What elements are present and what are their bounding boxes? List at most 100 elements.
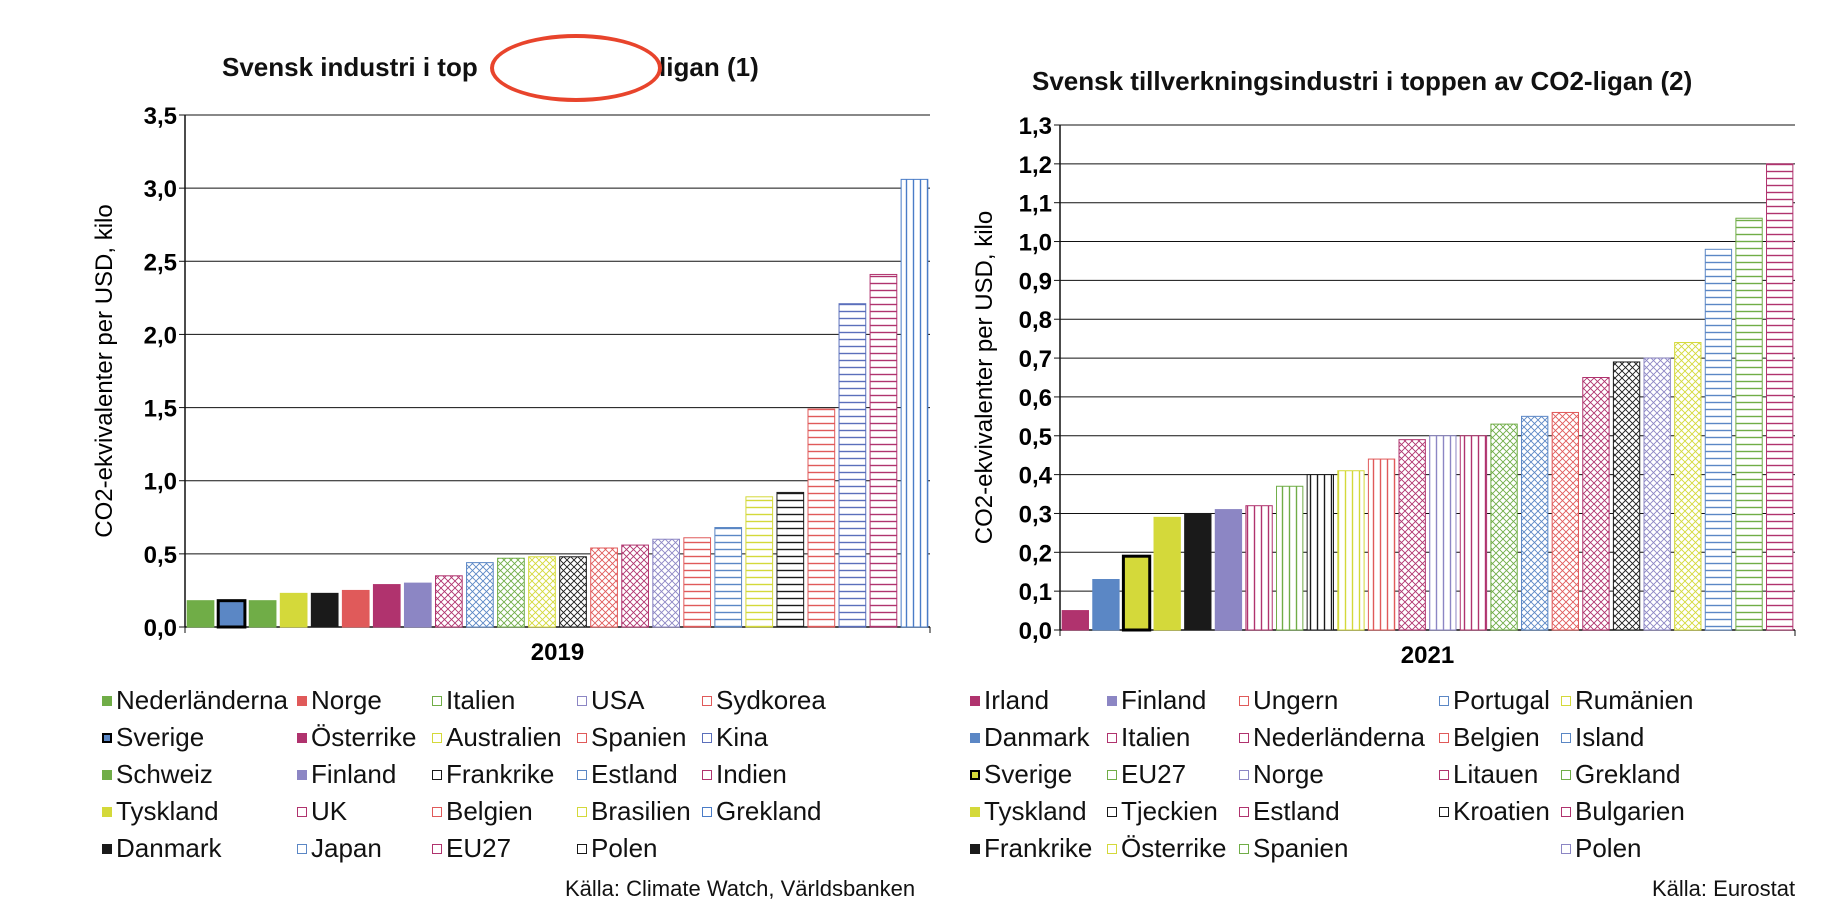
y-tick-label: 2,0 <box>144 322 177 349</box>
legend-swatch <box>1439 806 1449 817</box>
legend-item-sydkorea: Sydkorea <box>702 682 842 719</box>
bar-polen <box>1643 357 1671 631</box>
legend-swatch <box>102 732 112 743</box>
legend-swatch <box>432 769 442 780</box>
source-note: Källa: Eurostat <box>1652 876 1796 901</box>
legend-item-sverige: Sverige <box>970 756 1107 793</box>
bar-danmark <box>310 592 339 628</box>
legend-label: Polen <box>591 833 658 863</box>
legend-item-tyskland: Tyskland <box>102 793 297 830</box>
legend-label: Norge <box>311 685 382 715</box>
legend-item-schweiz: Schweiz <box>102 756 297 793</box>
legend-label: Belgien <box>1453 722 1540 752</box>
legend-item-norge: Norge <box>1239 756 1439 793</box>
legend-label: Kroatien <box>1453 796 1550 826</box>
bar-kina <box>838 303 867 628</box>
legend-label: Bulgarien <box>1575 796 1685 826</box>
legend-label: Danmark <box>116 833 222 863</box>
legend-label: Spanien <box>591 722 687 752</box>
legend-label: EU27 <box>1121 759 1187 789</box>
legend-swatch <box>297 806 307 817</box>
legend-swatch <box>432 843 442 854</box>
legend-label: Spanien <box>1253 833 1349 863</box>
bar-irland <box>1061 610 1089 631</box>
bar-danmark <box>1092 579 1120 631</box>
legend-label: Sverige <box>116 722 205 752</box>
bar-sverige <box>1121 554 1152 632</box>
legend-item-grekland: Grekland <box>1561 756 1701 793</box>
bar-tjeckien <box>1306 474 1334 631</box>
legend-item-frankrike: Frankrike <box>432 756 577 793</box>
y-tick-label: 0,4 <box>1019 463 1053 490</box>
legend-item-belgien: Belgien <box>1439 719 1561 756</box>
legend-label: Italien <box>446 685 516 715</box>
legend-item-nederlanderna: Nederländerna <box>102 682 297 719</box>
chart-panel-tillverkning-2021: Svensk tillverkningsindustri i toppen av… <box>950 0 1844 922</box>
legend-label: Finland <box>311 759 397 789</box>
legend-item-norge: Norge <box>297 682 432 719</box>
legend-item-kroatien: Kroatien <box>1439 793 1561 830</box>
legend-swatch <box>577 843 587 854</box>
legend-swatch <box>1107 695 1117 706</box>
legend-swatch <box>1561 806 1571 817</box>
bar-finland <box>403 582 432 628</box>
legend-label: Italien <box>1121 722 1191 752</box>
bar-nederlanderna <box>186 600 215 628</box>
legend-label: Australien <box>446 722 562 752</box>
legend-label: Indien <box>716 759 787 789</box>
bar-brasilien <box>745 496 774 628</box>
legend-swatch <box>432 732 442 743</box>
bar-norge <box>1429 435 1457 631</box>
bar-osterrike <box>1337 470 1365 631</box>
legend-item-polen: Polen <box>1561 830 1701 867</box>
legend-label: Grekland <box>1575 759 1681 789</box>
bar-eu27 <box>621 544 649 628</box>
bar-belgien <box>1551 411 1579 631</box>
legend-item-estland: Estland <box>1239 793 1439 830</box>
red-ellipse-annotation <box>490 34 662 102</box>
bar-portugal <box>1521 415 1549 631</box>
y-tick-label: 1,5 <box>144 396 177 423</box>
legend-item-usa: USA <box>577 682 702 719</box>
legend-label: Österrike <box>311 722 417 752</box>
legend-item-ungern: Ungern <box>1239 682 1439 719</box>
legend-item-frankrike: Frankrike <box>970 830 1107 867</box>
bar-bulgarien <box>1766 163 1794 631</box>
legend-swatch <box>1561 769 1571 780</box>
legend-swatch <box>1561 732 1571 743</box>
bar-island <box>1704 248 1733 631</box>
legend-label: Belgien <box>446 796 533 826</box>
x-axis-label: 2019 <box>531 639 584 666</box>
legend-item-brasilien: Brasilien <box>577 793 702 830</box>
legend-swatch <box>1107 806 1117 817</box>
y-tick-label: 2,5 <box>144 249 177 276</box>
bar-grekland <box>1735 217 1763 631</box>
legend-item-uk: UK <box>297 793 432 830</box>
y-axis-label: CO2-ekvivalenter per USD, kilo <box>971 211 998 544</box>
legend-item-osterrike: Österrike <box>1107 830 1239 867</box>
legend-swatch <box>577 695 587 706</box>
legend-swatch <box>1561 843 1571 854</box>
y-tick-label: 1,3 <box>1019 113 1052 140</box>
y-tick-label: 0,9 <box>1019 268 1052 295</box>
y-tick-label: 0,5 <box>144 542 177 569</box>
bar-uk <box>435 575 463 628</box>
bar-usa <box>652 538 680 628</box>
y-axis-label: CO2-ekvivalenter per USD, kilo <box>91 204 118 537</box>
x-axis-label: 2021 <box>1401 642 1454 669</box>
bar-tyskland <box>279 592 308 628</box>
legend-swatch <box>102 806 112 817</box>
legend-label: Litauen <box>1453 759 1539 789</box>
legend-item-bulgarien: Bulgarien <box>1561 793 1701 830</box>
legend-item-danmark: Danmark <box>970 719 1107 756</box>
bar-sverige <box>216 599 247 629</box>
bar-spanien <box>1490 423 1518 631</box>
legend-item-italien: Italien <box>1107 719 1239 756</box>
legend-swatch <box>432 806 442 817</box>
legend-label: Nederländerna <box>116 685 289 715</box>
legend-label: Norge <box>1253 759 1324 789</box>
legend-swatch <box>1239 732 1249 743</box>
legend-label: Estland <box>591 759 678 789</box>
legend-swatch <box>1239 769 1249 780</box>
legend-label: Frankrike <box>984 833 1093 863</box>
